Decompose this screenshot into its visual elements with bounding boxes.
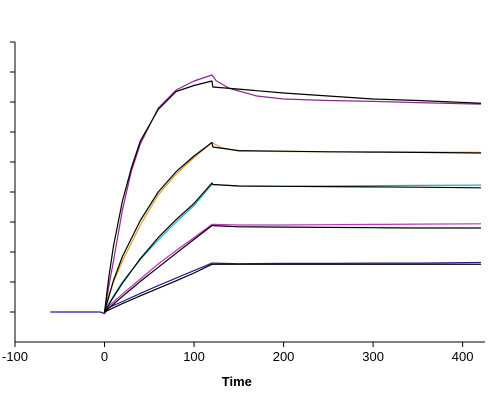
fit-curve-1 [103,263,482,313]
measured-curve-2 [103,223,482,313]
x-tick-label: 100 [183,349,205,364]
fit-curve-3 [103,225,482,313]
measured-curve-8 [103,74,482,313]
x-tick-label: -100 [2,349,28,364]
x-tick-label: 300 [362,349,384,364]
fit-curve-5 [103,182,482,313]
measured-curve-4 [103,183,482,313]
fit-curve-7 [103,141,482,313]
x-tick-label: 400 [452,349,474,364]
x-tick-label: 200 [273,349,295,364]
fit-curve-9 [103,80,482,313]
series-layer [50,74,482,315]
x-tick-label: 0 [101,349,108,364]
x-axis-title: Time [222,374,252,389]
measured-curve-0 [50,261,482,315]
axes-layer: -100 0 100 200 300 400 [2,41,485,364]
